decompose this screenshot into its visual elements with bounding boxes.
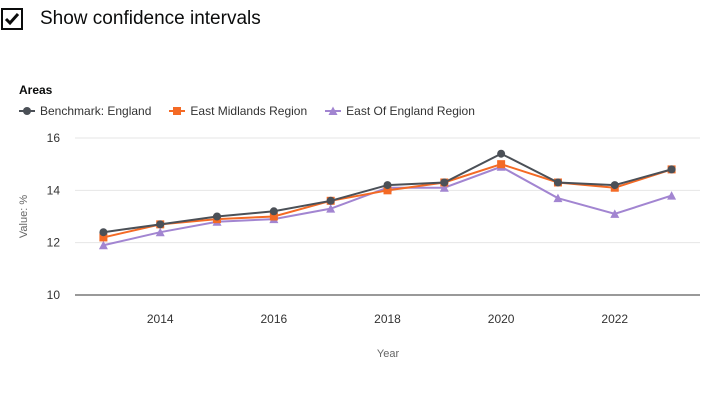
data-point — [155, 227, 165, 237]
legend-item-east-midlands[interactable]: East Midlands Region — [169, 104, 307, 118]
data-point — [269, 207, 278, 216]
x-tick-label: 2018 — [374, 312, 401, 326]
y-tick-label: 16 — [47, 131, 61, 145]
series-line-east-of-england — [103, 165, 672, 247]
data-point — [98, 240, 108, 250]
triangle-marker-icon — [325, 106, 342, 115]
data-point — [440, 178, 449, 187]
show-confidence-intervals-toggle[interactable]: Show confidence intervals — [0, 8, 261, 30]
square-marker-icon — [169, 107, 186, 115]
data-point — [497, 160, 506, 169]
data-point — [213, 212, 222, 221]
data-point — [269, 212, 278, 221]
chart-legend: Benchmark: England East Midlands Region … — [19, 104, 493, 118]
data-point — [99, 228, 108, 237]
data-point — [383, 181, 392, 190]
x-tick-label: 2020 — [488, 312, 515, 326]
series-east-of-england — [98, 162, 677, 250]
data-point — [553, 178, 562, 187]
x-tick-label: 2014 — [147, 312, 174, 326]
confidence-intervals-label: Show confidence intervals — [40, 8, 261, 29]
data-point — [610, 209, 620, 218]
data-point — [383, 186, 392, 195]
data-point — [610, 181, 619, 190]
data-point — [667, 165, 676, 174]
legend-label-east-of-england: East Of England Region — [346, 104, 475, 118]
series-east-midlands — [99, 160, 676, 242]
circle-marker-icon — [19, 107, 35, 115]
x-tick-label: 2016 — [261, 312, 288, 326]
y-tick-label: 14 — [47, 183, 61, 197]
legend-label-england: Benchmark: England — [40, 104, 152, 118]
checkmark-icon — [4, 13, 20, 26]
series-england — [99, 149, 676, 237]
y-tick-label: 10 — [47, 288, 61, 302]
y-axis-title: Value: % — [18, 195, 30, 238]
data-point — [667, 191, 677, 200]
y-tick-label: 12 — [47, 236, 61, 250]
legend-label-east-midlands: East Midlands Region — [190, 104, 308, 118]
legend-title: Areas — [19, 83, 53, 97]
data-point — [99, 233, 108, 242]
data-point — [497, 149, 506, 158]
x-axis-title: Year — [377, 348, 400, 360]
legend-item-east-of-england[interactable]: East Of England Region — [325, 104, 475, 118]
data-point — [326, 196, 335, 205]
x-tick-label: 2022 — [601, 312, 628, 326]
confidence-intervals-checkbox[interactable] — [1, 8, 23, 30]
data-point — [553, 193, 563, 203]
legend-item-england[interactable]: Benchmark: England — [19, 104, 151, 118]
data-point — [439, 183, 449, 192]
data-point — [326, 204, 336, 213]
data-point — [156, 220, 165, 229]
